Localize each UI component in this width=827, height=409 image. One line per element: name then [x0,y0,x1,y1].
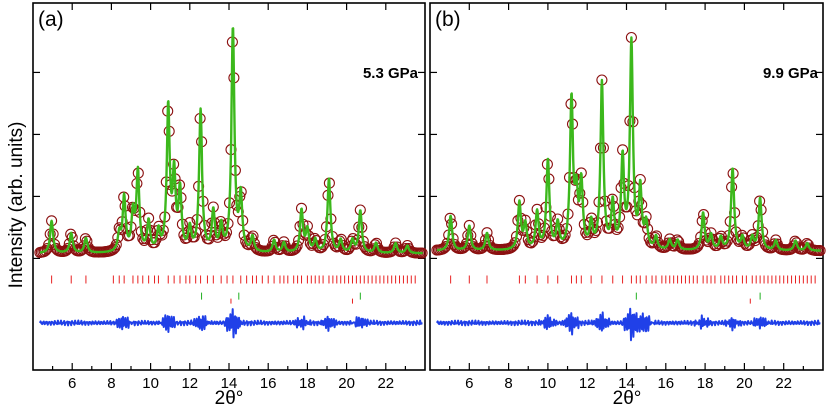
x-tick-label: 18 [299,375,316,392]
y-axis-title: Intensity (arb. units) [6,122,27,289]
x-tick-label: 14 [221,375,238,392]
x-tick-label: 8 [107,375,115,392]
panel-a: (a) 5.3 GPa 6 8 10 12 14 16 18 20 22 2θ° [32,2,428,409]
x-tick-label: 20 [338,375,355,392]
panel-b-x-axis-title: 2θ° [613,388,642,409]
observed-point [509,237,521,249]
observed-point [290,242,302,254]
panel-a-marks: 6 8 10 12 14 16 18 20 22 [33,3,428,392]
x-tick-label: 22 [775,375,792,392]
panel-a-pressure: 5.3 GPa [363,65,419,82]
panel-b-pressure: 9.9 GPa [763,65,819,82]
observed-point [720,237,732,249]
x-tick-label: 18 [697,375,714,392]
x-tick-label: 14 [618,375,635,392]
observed-point [291,240,303,252]
observed-point [525,237,537,249]
observed-point [693,237,705,249]
panel-a-letter: (a) [38,8,64,31]
x-tick-label: 16 [260,375,277,392]
x-tick-label: 10 [540,375,557,392]
x-tick-label: 16 [657,375,674,392]
x-tick-label: 12 [181,375,198,392]
x-tick-label: 8 [504,375,512,392]
x-tick-label: 22 [377,375,394,392]
x-tick-label: 6 [68,375,76,392]
observed-point [62,242,74,254]
difference-curve [38,308,423,339]
calculated-profile [39,27,424,255]
observed-point [611,223,623,236]
observed-point [138,234,150,246]
panel-b-letter: (b) [435,8,461,31]
x-tick-label: 12 [579,375,596,392]
observed-point [40,244,52,257]
observed-point [711,239,723,252]
difference-curve [436,307,821,342]
x-tick-label: 20 [736,375,753,392]
x-tick-label: 6 [465,375,473,392]
calculated-profile [436,36,822,252]
x-tick-label: 10 [142,375,159,392]
panel-a-x-axis-title: 2θ° [215,388,244,409]
panel-b: (b) 9.9 GPa 6 8 10 12 14 16 18 20 22 2θ° [429,2,826,409]
panel-b-marks: 6 8 10 12 14 16 18 20 22 [430,3,826,392]
observed-point [188,231,200,243]
observed-point [581,229,593,241]
